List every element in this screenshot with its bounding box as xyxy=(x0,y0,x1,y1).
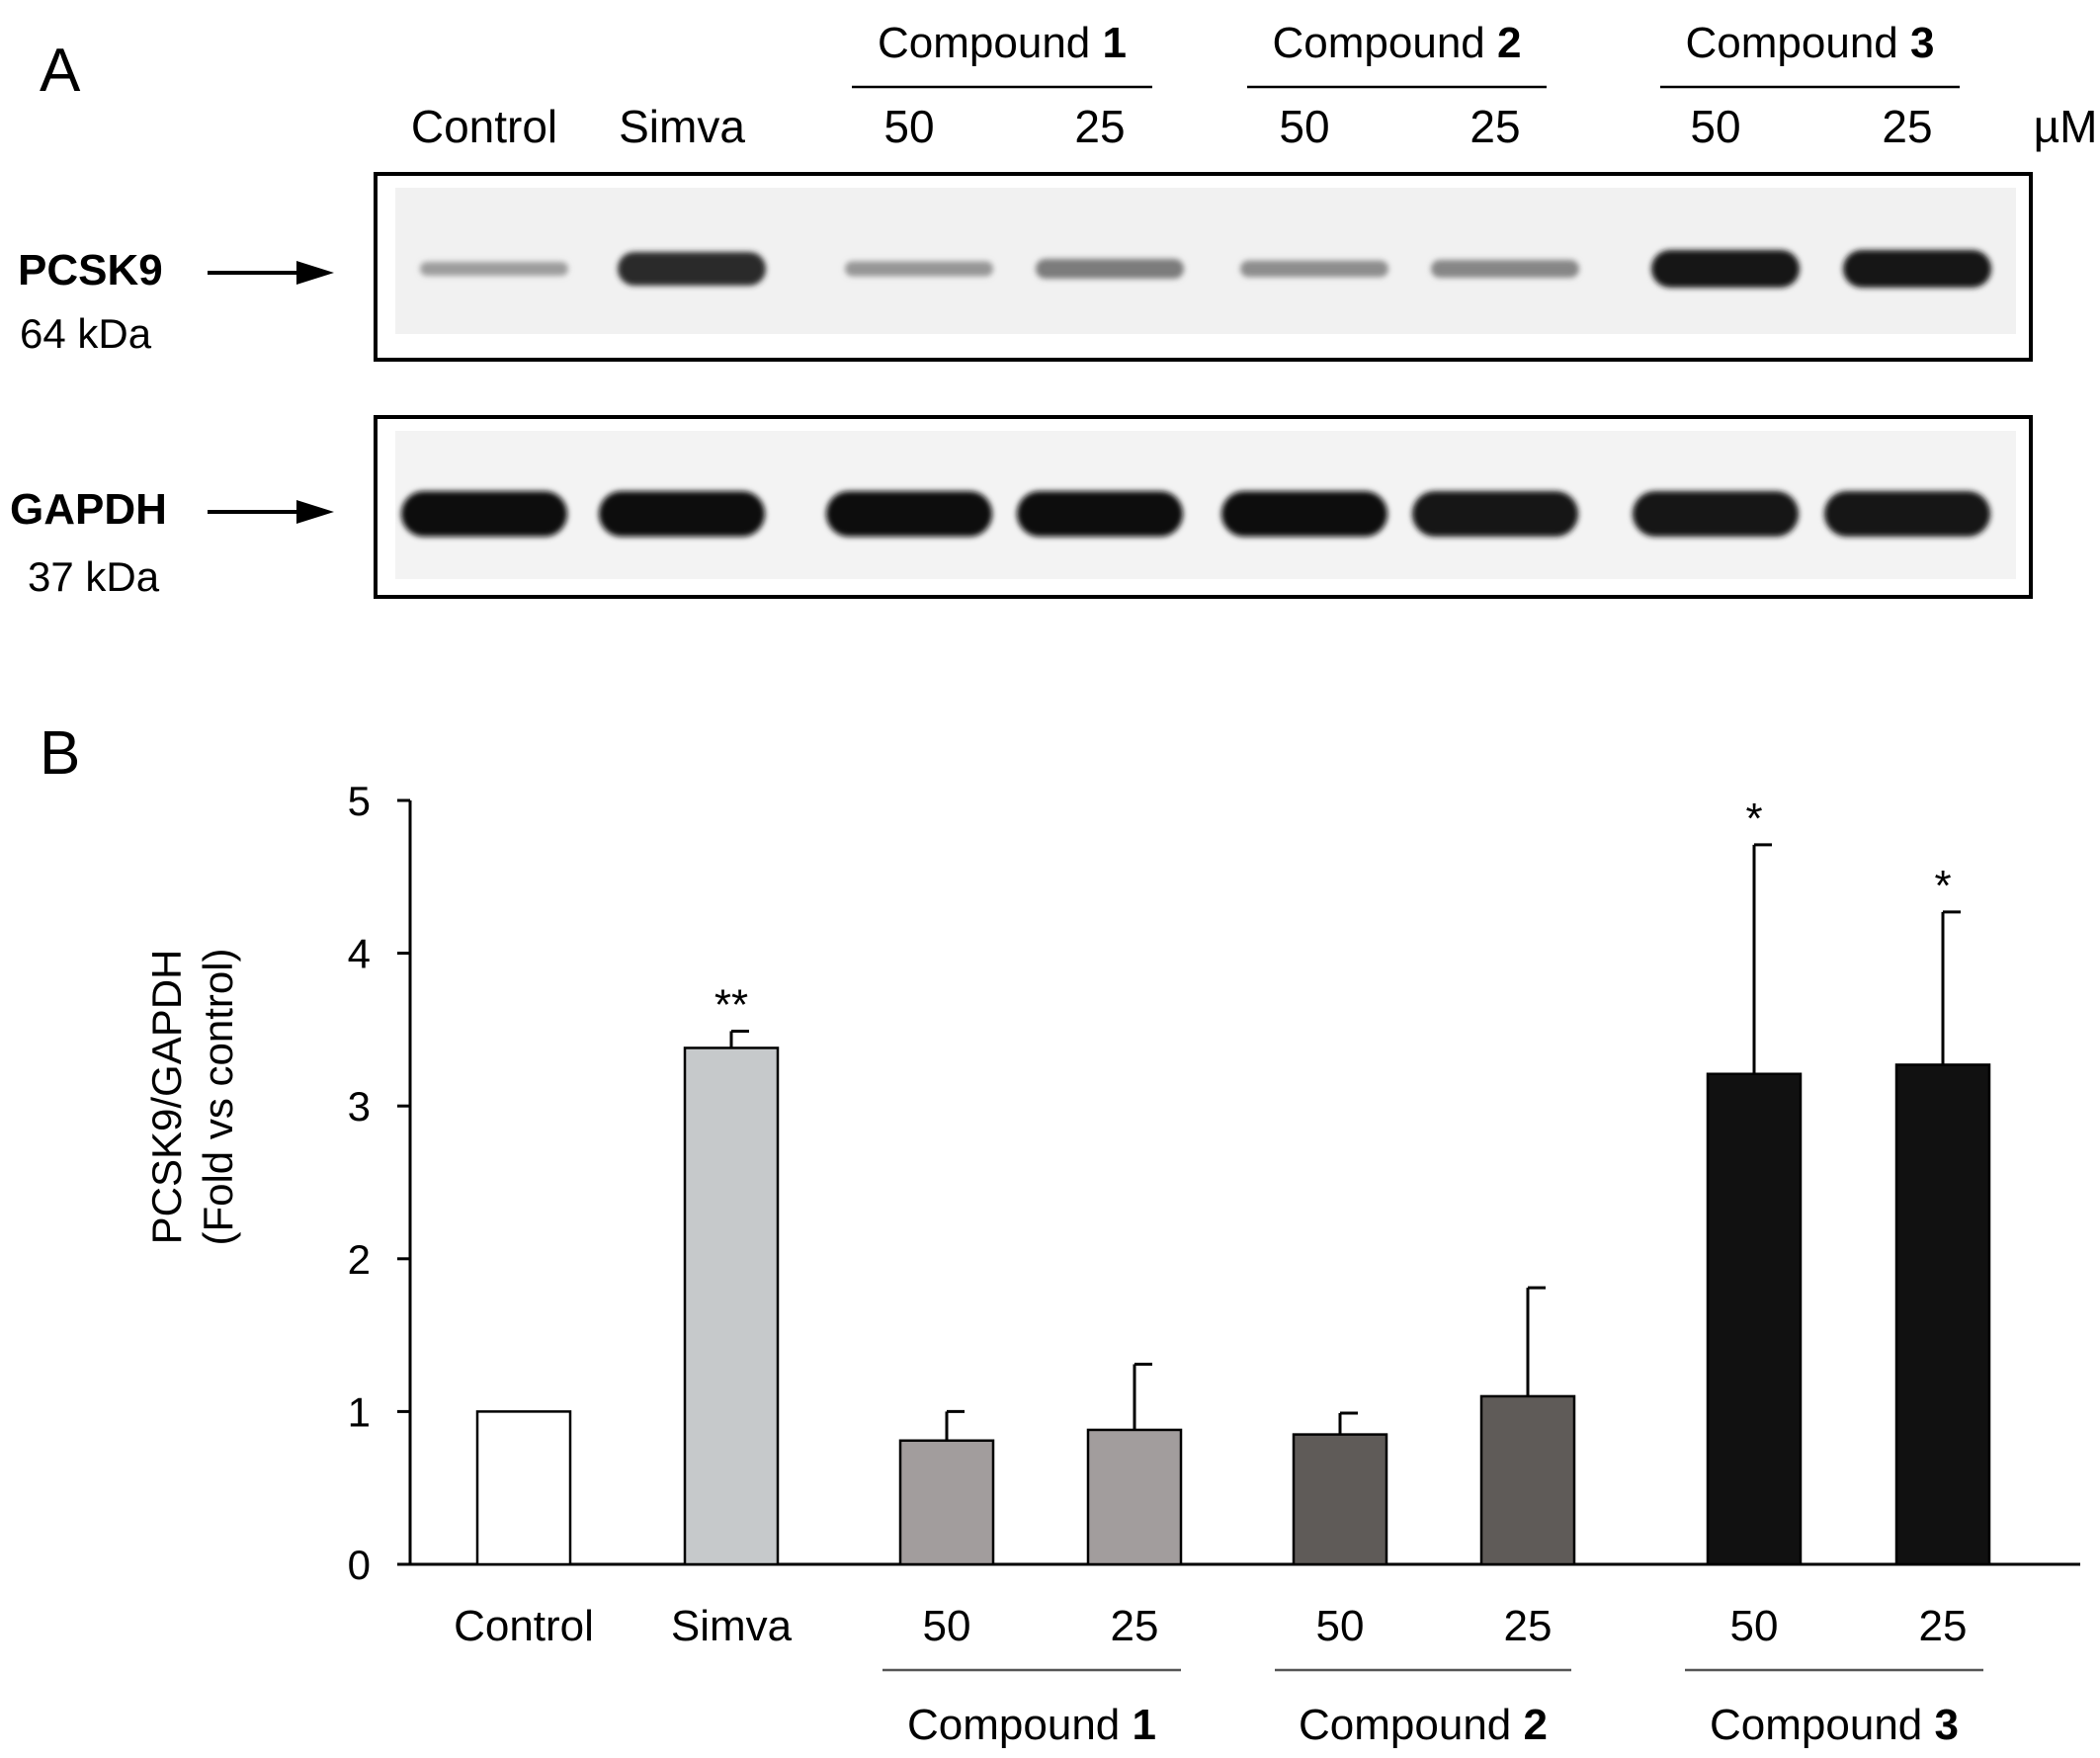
pcsk9-size-label: 64 kDa xyxy=(20,310,152,357)
lane-label: Control xyxy=(411,101,557,152)
lane-label: 50 xyxy=(1279,101,1329,152)
significance-marker: ** xyxy=(714,980,748,1029)
bar xyxy=(683,1046,780,1566)
x-tick-label: 50 xyxy=(1316,1602,1365,1650)
band xyxy=(1240,260,1388,278)
pcsk9-arrow xyxy=(208,261,334,285)
y-tick-label: 1 xyxy=(348,1388,371,1435)
chart-group-title-number: 1 xyxy=(1133,1701,1156,1749)
lane-label: 25 xyxy=(1882,101,1932,152)
blot-group-title: Compound 3 xyxy=(1686,19,1935,67)
band xyxy=(401,491,567,537)
bar xyxy=(1086,1428,1183,1566)
blot-group-title-number: 2 xyxy=(1497,19,1521,67)
unit-label: µM xyxy=(2034,101,2098,152)
y-axis-title-line2: (Fold vs control) xyxy=(195,948,241,1245)
y-axis: 0 1 2 3 4 5 xyxy=(348,778,2080,1588)
pcsk9-blot xyxy=(374,172,2033,362)
x-tick-label: 50 xyxy=(1730,1602,1779,1650)
bar xyxy=(1894,1063,1991,1566)
band xyxy=(1017,491,1183,537)
x-tick-label: 25 xyxy=(1111,1602,1159,1650)
blot-group-title-number: 1 xyxy=(1103,19,1127,67)
band xyxy=(1221,491,1387,537)
pcsk9-bands xyxy=(420,250,1991,288)
blot-group-title-word: Compound xyxy=(1273,19,1497,67)
chart-group-title: Compound 2 xyxy=(1299,1701,1548,1749)
x-tick-label: Simva xyxy=(671,1602,793,1650)
band xyxy=(1843,250,1991,288)
pcsk9-marker-label: PCSK9 xyxy=(18,246,163,294)
gapdh-marker-label: GAPDH xyxy=(10,485,167,534)
significance-marker: * xyxy=(1745,795,1762,843)
significance-marker: * xyxy=(1934,862,1951,910)
lane-label: 50 xyxy=(1690,101,1740,152)
lane-label: 25 xyxy=(1074,101,1125,152)
chart-group-title: Compound 1 xyxy=(907,1701,1156,1749)
bar xyxy=(1706,1072,1803,1566)
band xyxy=(845,261,993,277)
x-tick-label: 25 xyxy=(1919,1602,1968,1650)
y-axis-title: PCSK9/GAPDH (Fold vs control) xyxy=(143,948,241,1245)
band xyxy=(599,491,765,537)
band xyxy=(826,491,992,537)
blot-compound-groups: Compound 1 Compound 2 Compound 3 xyxy=(852,19,1960,89)
y-tick-label: 3 xyxy=(348,1083,371,1130)
y-tick-label: 4 xyxy=(348,931,371,977)
bar xyxy=(1292,1433,1388,1566)
band xyxy=(618,252,766,286)
x-tick-label: 50 xyxy=(923,1602,971,1650)
bars: **** xyxy=(475,795,1991,1566)
chart-group-title-number: 3 xyxy=(1935,1701,1959,1749)
band xyxy=(420,262,568,276)
blot-group-title: Compound 2 xyxy=(1273,19,1522,67)
gapdh-arrow xyxy=(208,500,334,524)
lane-label: 25 xyxy=(1470,101,1520,152)
band xyxy=(1651,250,1800,288)
lane-label: Simva xyxy=(619,101,745,152)
bar xyxy=(1479,1394,1576,1566)
x-tick-label: Control xyxy=(454,1602,594,1650)
chart-group-title-word: Compound xyxy=(907,1701,1132,1749)
gapdh-size-label: 37 kDa xyxy=(28,553,160,600)
blot-group-title-number: 3 xyxy=(1910,19,1934,67)
chart-group-title-number: 2 xyxy=(1524,1701,1548,1749)
band xyxy=(1412,491,1578,537)
band xyxy=(1824,491,1990,537)
y-tick-label: 2 xyxy=(348,1236,371,1283)
gapdh-blot xyxy=(374,415,2033,599)
y-axis-title-line1: PCSK9/GAPDH xyxy=(143,950,190,1245)
blot-group-title-word: Compound xyxy=(1686,19,1910,67)
lane-labels: Control Simva 50 25 50 25 50 25 xyxy=(411,101,1933,152)
chart-group-title-word: Compound xyxy=(1299,1701,1523,1749)
chart-compound-groups: Compound 1 Compound 2 Compound 3 xyxy=(882,1668,1983,1749)
chart-group-title: Compound 3 xyxy=(1710,1701,1959,1749)
blot-group-title: Compound 1 xyxy=(878,19,1127,67)
band xyxy=(1633,491,1799,537)
band xyxy=(1036,259,1184,279)
panel-a-label: A xyxy=(40,37,81,105)
panel-b-label: B xyxy=(40,719,80,788)
y-tick-label: 5 xyxy=(348,778,371,824)
y-tick-label: 0 xyxy=(348,1542,371,1588)
blot-group-title-word: Compound xyxy=(878,19,1102,67)
bar xyxy=(898,1439,995,1566)
bar xyxy=(475,1410,572,1566)
band xyxy=(1431,260,1579,278)
lane-label: 50 xyxy=(883,101,934,152)
gapdh-bands xyxy=(401,491,1990,537)
x-tick-label: 25 xyxy=(1504,1602,1553,1650)
x-axis-labels: Control Simva 50 25 50 25 50 25 xyxy=(454,1602,1967,1650)
chart-group-title-word: Compound xyxy=(1710,1701,1934,1749)
